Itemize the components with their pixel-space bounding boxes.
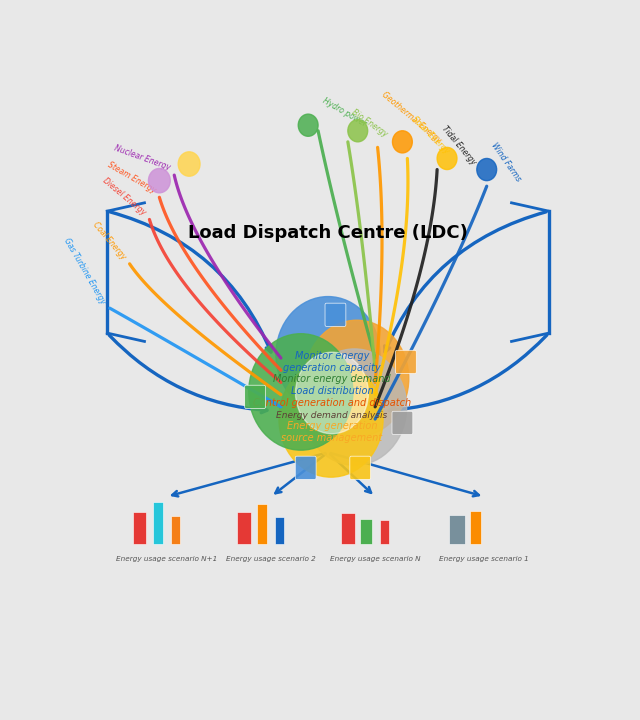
Text: Energy usage scenario 1: Energy usage scenario 1: [440, 556, 529, 562]
Circle shape: [296, 352, 369, 433]
Text: Bio Energy: Bio Energy: [350, 108, 389, 139]
Text: Hydro power: Hydro power: [321, 96, 367, 128]
Circle shape: [178, 152, 200, 176]
FancyBboxPatch shape: [392, 411, 413, 435]
Bar: [153, 503, 163, 544]
Text: Diesel Energy: Diesel Energy: [100, 176, 147, 217]
Text: Control generation and dispatch: Control generation and dispatch: [253, 398, 411, 408]
Text: Gas Turbine Energy: Gas Turbine Energy: [62, 236, 108, 305]
Bar: [172, 516, 180, 544]
Circle shape: [279, 361, 383, 477]
Bar: [257, 504, 268, 544]
Text: Nuclear Energy: Nuclear Energy: [113, 144, 172, 172]
Circle shape: [305, 320, 409, 436]
Bar: [132, 512, 147, 544]
Circle shape: [276, 297, 380, 413]
Text: Solar Energy: Solar Energy: [410, 115, 451, 156]
Bar: [449, 515, 465, 544]
Text: Tidal Energy: Tidal Energy: [440, 125, 477, 167]
Text: Energy usage scenario 2: Energy usage scenario 2: [226, 556, 316, 562]
Text: Geothermal Energy: Geothermal Energy: [380, 90, 443, 145]
Text: Energy usage scenario N+1: Energy usage scenario N+1: [116, 556, 218, 562]
Bar: [360, 519, 372, 544]
Circle shape: [477, 158, 497, 181]
Text: Energy demand analysis: Energy demand analysis: [276, 410, 388, 420]
FancyBboxPatch shape: [396, 351, 416, 374]
Text: Wind Farms: Wind Farms: [489, 141, 522, 184]
Text: Load distribution: Load distribution: [291, 386, 373, 396]
Bar: [341, 513, 355, 544]
Bar: [275, 517, 284, 544]
Circle shape: [437, 148, 457, 169]
FancyBboxPatch shape: [325, 303, 346, 326]
Circle shape: [348, 120, 368, 142]
Text: Energy generation
source management: Energy generation source management: [282, 421, 383, 443]
Circle shape: [298, 114, 318, 136]
FancyBboxPatch shape: [244, 385, 266, 408]
Text: Monitor energy
generation capacity: Monitor energy generation capacity: [283, 351, 381, 373]
Circle shape: [303, 349, 406, 465]
FancyBboxPatch shape: [350, 456, 371, 480]
Text: Coal Energy: Coal Energy: [91, 220, 127, 261]
Text: Energy usage scenario N: Energy usage scenario N: [330, 556, 420, 562]
Circle shape: [249, 333, 353, 450]
Bar: [237, 512, 251, 544]
Circle shape: [392, 131, 412, 153]
FancyBboxPatch shape: [295, 456, 316, 480]
Circle shape: [148, 168, 170, 193]
Text: Load Dispatch Centre (LDC): Load Dispatch Centre (LDC): [188, 225, 468, 243]
Text: Steam Energy: Steam Energy: [106, 160, 157, 194]
Bar: [470, 510, 481, 544]
Text: Monitor energy demand: Monitor energy demand: [273, 374, 391, 384]
Bar: [380, 521, 388, 544]
